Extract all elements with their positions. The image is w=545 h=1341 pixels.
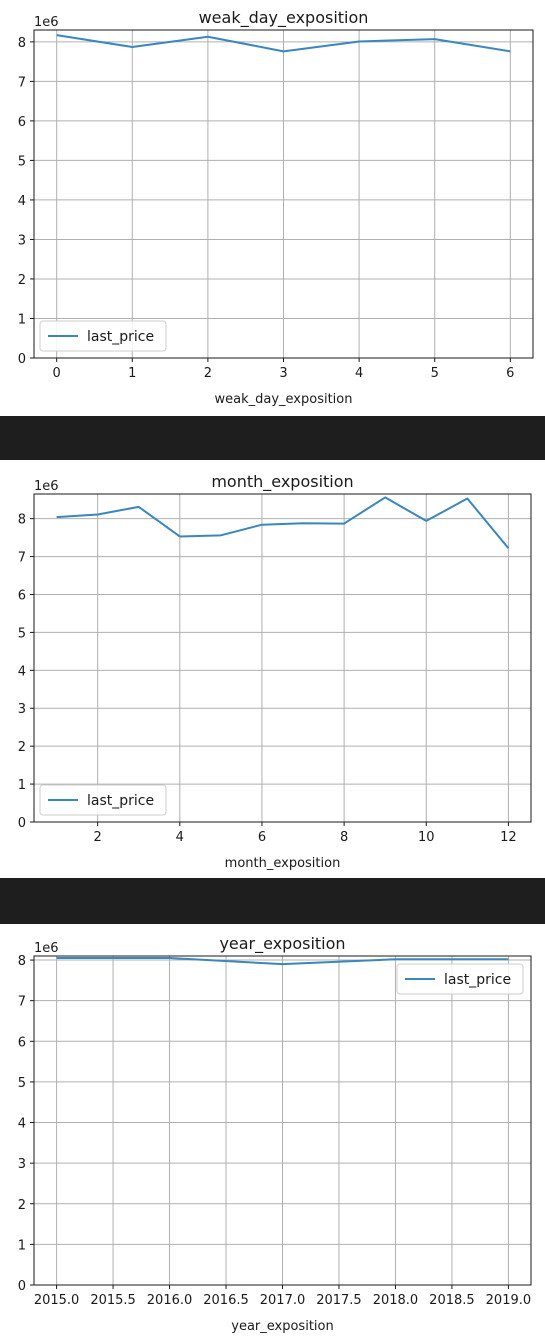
y-tick-label: 0	[18, 352, 26, 367]
y-tick-label: 7	[18, 75, 26, 90]
y-tick-label: 8	[18, 36, 26, 51]
x-tick-label: 2015.5	[90, 1293, 136, 1308]
x-axis-label: year_exposition	[231, 1319, 333, 1334]
x-tick-label: 2016.0	[147, 1293, 193, 1308]
y-tick-label: 2	[18, 1198, 26, 1213]
chart-title: year_exposition	[219, 934, 345, 954]
y-tick-label: 0	[18, 1279, 26, 1294]
y-offset-text: 1e6	[34, 941, 59, 956]
x-tick-label: 2015.0	[34, 1293, 80, 1308]
x-axis-label: month_exposition	[225, 856, 341, 871]
x-tick-label: 2018.5	[429, 1293, 475, 1308]
legend-label: last_price	[444, 972, 511, 988]
y-tick-label: 5	[18, 1076, 26, 1091]
x-tick-label: 3	[279, 366, 287, 381]
x-tick-label: 10	[418, 830, 435, 845]
x-axis-label: weak_day_exposition	[215, 392, 353, 407]
y-tick-label: 8	[18, 954, 26, 969]
x-tick-label: 2017.5	[316, 1293, 362, 1308]
legend-label: last_price	[87, 329, 154, 345]
y-tick-label: 8	[18, 513, 26, 528]
y-tick-label: 6	[18, 115, 26, 130]
x-tick-label: 5	[431, 366, 439, 381]
x-tick-label: 1	[128, 366, 136, 381]
y-tick-label: 0	[18, 816, 26, 831]
x-tick-label: 8	[340, 830, 348, 845]
y-tick-label: 3	[18, 233, 26, 248]
y-tick-label: 6	[18, 588, 26, 603]
y-tick-label: 5	[18, 154, 26, 169]
y-tick-label: 7	[18, 995, 26, 1010]
y-tick-label: 1	[18, 1238, 26, 1253]
x-tick-label: 12	[500, 830, 517, 845]
x-tick-label: 2019.0	[486, 1293, 532, 1308]
chart-title: month_exposition	[211, 472, 353, 492]
y-tick-label: 7	[18, 551, 26, 566]
y-tick-label: 6	[18, 1035, 26, 1050]
x-tick-label: 0	[53, 366, 61, 381]
legend-label: last_price	[87, 793, 154, 809]
chart-title: weak_day_exposition	[199, 8, 369, 28]
y-tick-label: 4	[18, 1117, 26, 1132]
x-tick-label: 6	[258, 830, 266, 845]
series-line-0	[57, 497, 509, 548]
y-tick-label: 2	[18, 740, 26, 755]
chart-panel-year: 2015.0 2015.5 2016.0 2016.5 2017.0 2017.5 2018…	[0, 924, 545, 1341]
y-tick-label: 5	[18, 626, 26, 641]
chart-panel-month: 2 4 6 8 10 12 0 1 2 3 4 5 6 7 8 1e6 month_exposition mont…	[0, 460, 545, 878]
chart-panel-weekday: 0 1 2 3 4 5 6 0 1 2 3 4 5 6 7 8 1e6 weak_day_exposition we…	[0, 0, 545, 416]
chart-year-svg: 2015.0 2015.5 2016.0 2016.5 2017.0 2017.5 2018…	[0, 924, 545, 1341]
y-tick-label: 1	[18, 778, 26, 793]
x-tick-label: 2017.0	[260, 1293, 306, 1308]
y-tick-label: 3	[18, 702, 26, 717]
y-offset-text: 1e6	[34, 479, 59, 494]
plot-frame	[34, 494, 531, 822]
y-tick-label: 1	[18, 312, 26, 327]
y-tick-label: 4	[18, 664, 26, 679]
y-tick-label: 3	[18, 1157, 26, 1172]
x-tick-label: 2	[204, 366, 212, 381]
x-tick-label: 2016.5	[203, 1293, 249, 1308]
x-tick-label: 4	[176, 830, 184, 845]
y-offset-text: 1e6	[34, 15, 59, 30]
y-tick-label: 2	[18, 273, 26, 288]
x-tick-label: 4	[355, 366, 363, 381]
y-tick-label: 4	[18, 194, 26, 209]
x-tick-label: 2018.0	[373, 1293, 419, 1308]
x-tick-label: 6	[506, 366, 514, 381]
x-tick-label: 2	[94, 830, 102, 845]
